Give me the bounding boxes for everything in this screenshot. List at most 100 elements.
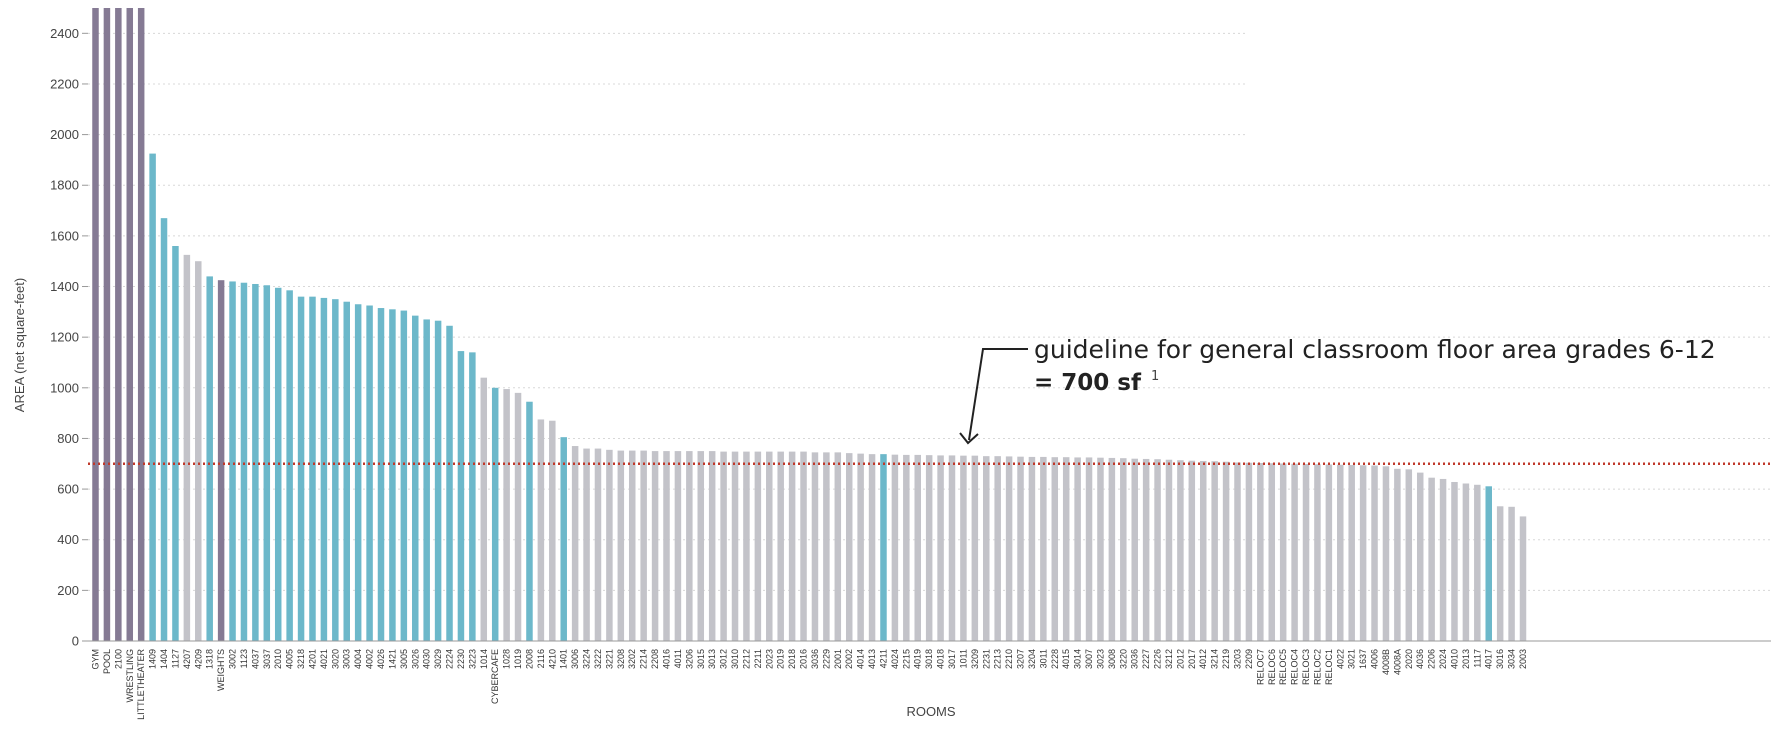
x-tick-label: 2213: [993, 649, 1003, 669]
bar: [788, 451, 796, 641]
bar: [183, 254, 191, 641]
bar: [971, 455, 979, 641]
y-tick-label: 200: [57, 583, 79, 598]
x-tick-label: 3202: [627, 649, 637, 669]
x-axis-title: ROOMS: [906, 704, 955, 719]
annotation-leader-line: [968, 348, 1028, 441]
x-tick-label: 4022: [1335, 649, 1345, 669]
bar: [823, 452, 830, 641]
bar: [1474, 484, 1481, 641]
x-tick-label: 3029: [433, 649, 443, 669]
bar: [1074, 457, 1081, 641]
x-tick-label: 3224: [582, 649, 592, 669]
bar: [1097, 457, 1104, 641]
bar: [1154, 459, 1161, 641]
x-tick-label: 2211: [753, 649, 763, 668]
bar: [1005, 456, 1013, 641]
bar: [457, 351, 465, 641]
x-tick-label: 3021: [1347, 649, 1357, 669]
bar: [1222, 461, 1230, 641]
x-tick-label: 3018: [924, 649, 934, 669]
x-tick-label: 4036: [1415, 649, 1425, 669]
x-tick-label: 1409: [148, 649, 158, 669]
bar: [172, 246, 179, 641]
x-tick-label: 4016: [662, 649, 672, 669]
x-tick-label: 1117: [1472, 649, 1482, 668]
annotation-footnote-marker: 1: [1151, 369, 1159, 384]
bar: [1428, 477, 1435, 641]
x-tick-label: 3220: [1118, 649, 1128, 669]
bar: [206, 276, 213, 641]
x-tick-label: 4018: [936, 649, 946, 669]
bar: [1257, 463, 1264, 641]
y-axis-title: AREA (net square-feet): [12, 278, 27, 412]
bar: [640, 450, 647, 641]
x-tick-label: 4010: [1449, 649, 1459, 669]
x-tick-label: RELOC2: [1312, 649, 1322, 685]
x-tick-label: 2228: [1050, 649, 1060, 669]
x-tick-label: 4030: [422, 649, 432, 669]
x-tick-label: CYBERCAFE: [490, 649, 500, 704]
x-tick-label: 3002: [228, 649, 238, 669]
x-tick-label: 2210: [1004, 649, 1014, 669]
x-tick-label: 2008: [524, 649, 534, 669]
x-tick-label: GYM: [91, 649, 101, 670]
bar: [571, 446, 579, 641]
x-tick-label: 2226: [1153, 649, 1163, 669]
bar: [400, 310, 408, 641]
x-tick-label: 3204: [1027, 649, 1037, 669]
bar: [343, 301, 350, 641]
y-tick-label: 2200: [50, 76, 79, 91]
x-tick-label: 2024: [1438, 649, 1448, 669]
bar: [1314, 464, 1321, 641]
x-tick-label: 3014: [1073, 649, 1083, 669]
bar: [845, 453, 853, 641]
bar: [1485, 486, 1492, 641]
bar: [583, 448, 590, 641]
y-tick-label: 1800: [50, 178, 79, 193]
bar: [480, 377, 488, 641]
x-tick-label: 2020: [1404, 649, 1414, 669]
x-tick-label: RELOC6: [1267, 649, 1277, 685]
bar: [1519, 516, 1527, 641]
bar: [1028, 456, 1036, 641]
x-tick-label: RELOC1: [1324, 649, 1334, 685]
bar: [514, 392, 522, 641]
bar: [92, 8, 99, 641]
bar: [1382, 466, 1390, 641]
x-tick-label: WRESTLING: [125, 649, 135, 703]
bar: [1279, 463, 1287, 641]
x-tick-label: 4037: [250, 649, 260, 669]
bar: [994, 456, 1001, 641]
x-tick-label: 3008: [1107, 649, 1117, 669]
x-tick-label: 3207: [1016, 649, 1026, 669]
x-tick-label: 4008B: [1381, 649, 1391, 675]
x-tick-label: 1028: [502, 649, 512, 669]
bar: [1245, 462, 1253, 641]
x-tick-label: 2002: [844, 649, 854, 669]
x-tick-label: 2100: [113, 649, 123, 669]
bar: [537, 419, 545, 641]
y-tick-label: 0: [72, 634, 79, 649]
x-tick-label: 4013: [867, 649, 877, 669]
x-tick-label: 2012: [1175, 649, 1185, 669]
x-tick-label: 4006: [1370, 649, 1380, 669]
bar: [1371, 465, 1378, 641]
bar: [720, 451, 727, 641]
x-tick-label: 2116: [536, 649, 546, 668]
bar: [229, 281, 236, 641]
bar: [126, 8, 134, 641]
bar: [366, 305, 373, 641]
bar: [983, 456, 990, 641]
x-tick-label: 2010: [273, 649, 283, 669]
x-tick-label: 4015: [1061, 649, 1071, 669]
bar: [948, 455, 956, 641]
annotation-text-line1: guideline for general classroom floor ar…: [1034, 335, 1716, 364]
bar: [868, 454, 876, 641]
bar: [309, 296, 316, 641]
bar: [594, 448, 602, 641]
x-tick-label: 4004: [353, 649, 363, 669]
x-tick-label: 2001: [833, 649, 843, 669]
bar: [1451, 481, 1458, 641]
bar: [903, 454, 910, 641]
